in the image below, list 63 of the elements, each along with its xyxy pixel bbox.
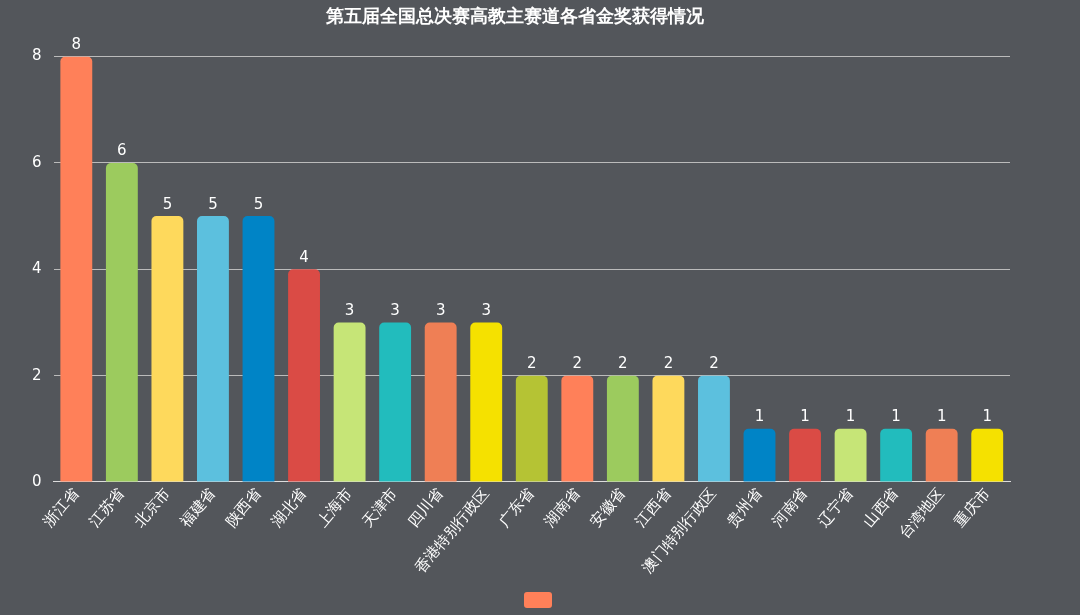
data-label: 3 <box>435 300 446 319</box>
x-tick-label: 江苏省 <box>85 484 128 531</box>
x-tick-label: 北京市 <box>130 484 174 531</box>
x-tick-label: 广东省 <box>495 484 538 531</box>
y-tick-label: 2 <box>32 365 42 384</box>
bar <box>698 375 730 482</box>
data-label: 1 <box>982 407 992 426</box>
bar <box>197 216 229 482</box>
data-label: 2 <box>663 354 674 373</box>
data-label: 5 <box>253 194 264 213</box>
data-label: 1 <box>891 407 901 426</box>
y-tick-label: 4 <box>32 259 42 278</box>
chart-title: 第五届全国总决赛高教主赛道各省金奖获得情况 <box>325 5 705 27</box>
data-label: 2 <box>527 354 537 373</box>
data-label: 2 <box>709 354 719 373</box>
x-tick-label: 陕西省 <box>221 484 265 531</box>
y-tick-label: 8 <box>32 46 42 65</box>
bar <box>333 322 366 482</box>
y-tick-label: 6 <box>32 152 42 171</box>
x-tick-label: 辽宁省 <box>813 484 857 531</box>
bar <box>424 322 457 482</box>
data-label: 6 <box>117 141 127 160</box>
data-label: 2 <box>618 354 628 373</box>
x-tick-label: 贵州省 <box>722 484 766 531</box>
x-tick-label: 上海市 <box>312 484 356 531</box>
x-tick-label: 安徽省 <box>586 484 629 531</box>
bar <box>151 216 184 482</box>
x-tick-label: 重庆市 <box>950 484 994 531</box>
data-label: 5 <box>208 194 218 213</box>
data-label: 3 <box>481 300 491 319</box>
bar <box>834 428 867 482</box>
data-label: 1 <box>936 407 947 426</box>
bar <box>105 162 138 482</box>
bar <box>288 269 320 482</box>
bar <box>379 322 412 482</box>
data-label: 1 <box>754 407 765 426</box>
bar <box>242 216 275 482</box>
x-tick-label: 河南省 <box>768 484 812 531</box>
bar <box>561 375 594 482</box>
bar <box>925 428 958 482</box>
x-tick-label: 湖北省 <box>267 484 311 531</box>
bar <box>470 322 503 482</box>
y-tick-label: 0 <box>32 471 42 490</box>
bar <box>60 56 93 482</box>
x-tick-label: 湖南省 <box>540 484 584 531</box>
bar <box>606 375 639 482</box>
data-label: 1 <box>845 407 856 426</box>
data-label: 4 <box>299 247 309 266</box>
data-label: 3 <box>344 300 355 319</box>
bar <box>743 428 776 482</box>
bar <box>971 428 1004 482</box>
data-label: 5 <box>162 194 173 213</box>
data-label: 1 <box>800 407 810 426</box>
bar <box>789 428 821 482</box>
data-label: 8 <box>71 34 82 53</box>
bar <box>880 428 913 482</box>
data-label: 3 <box>390 300 400 319</box>
data-label: 2 <box>572 354 583 373</box>
bar <box>515 375 548 482</box>
x-tick-label: 天津市 <box>358 484 402 531</box>
bar <box>652 375 685 482</box>
x-tick-label: 福建省 <box>176 484 219 531</box>
x-tick-label: 浙江省 <box>39 484 83 531</box>
